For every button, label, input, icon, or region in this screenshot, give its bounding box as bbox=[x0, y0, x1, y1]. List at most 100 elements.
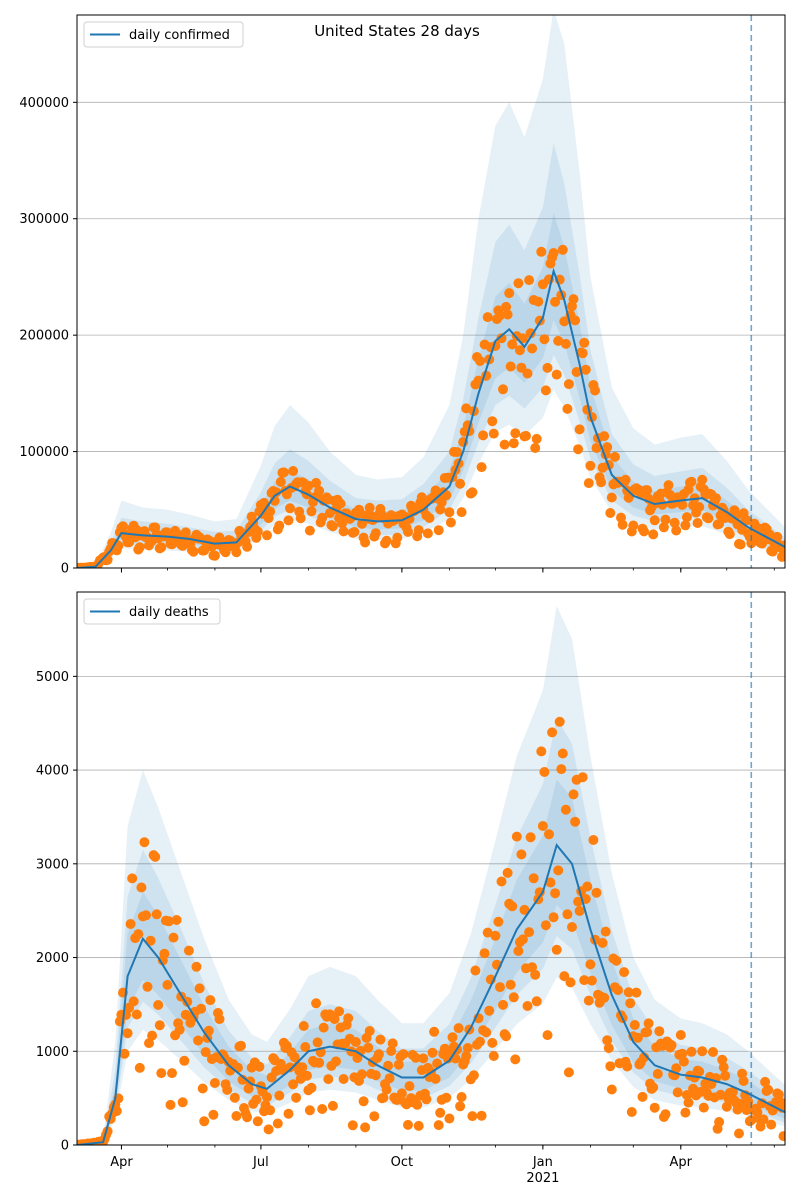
observed-point bbox=[717, 1054, 728, 1065]
observed-point bbox=[387, 1038, 398, 1049]
observed-point bbox=[314, 485, 325, 496]
observed-point bbox=[671, 525, 682, 536]
observed-point bbox=[727, 1086, 738, 1097]
observed-point bbox=[199, 545, 210, 556]
observed-point bbox=[531, 433, 542, 444]
observed-point bbox=[435, 1107, 446, 1118]
observed-point bbox=[580, 364, 591, 375]
legend[interactable]: daily deaths bbox=[83, 598, 221, 625]
observed-point bbox=[265, 506, 276, 517]
observed-point bbox=[436, 497, 447, 508]
observed-point bbox=[410, 1052, 421, 1063]
observed-point bbox=[718, 1062, 729, 1073]
observed-point bbox=[456, 507, 467, 518]
observed-point bbox=[350, 1037, 361, 1047]
observed-point bbox=[209, 550, 220, 561]
observed-point bbox=[631, 987, 642, 998]
observed-point bbox=[150, 851, 161, 862]
observed-point bbox=[495, 310, 505, 321]
observed-point bbox=[632, 1032, 643, 1043]
observed-point bbox=[311, 477, 322, 488]
observed-point bbox=[611, 955, 622, 966]
observed-point bbox=[573, 896, 584, 907]
observed-point bbox=[568, 294, 579, 305]
observed-point bbox=[536, 746, 547, 757]
observed-point bbox=[461, 403, 472, 414]
observed-point bbox=[502, 867, 513, 878]
observed-point bbox=[265, 1105, 276, 1116]
observed-point bbox=[327, 1100, 338, 1111]
observed-point bbox=[680, 1107, 691, 1118]
observed-point bbox=[778, 549, 785, 560]
observed-point bbox=[694, 502, 705, 512]
observed-point bbox=[364, 502, 375, 513]
legend-label: daily deaths bbox=[129, 605, 209, 620]
observed-point bbox=[760, 1076, 771, 1087]
observed-point bbox=[306, 506, 317, 517]
observed-point bbox=[583, 478, 594, 489]
observed-point bbox=[133, 929, 144, 940]
observed-point bbox=[692, 518, 703, 528]
observed-point bbox=[229, 1092, 240, 1103]
legend-label: daily confirmed bbox=[129, 28, 230, 43]
observed-point bbox=[570, 315, 581, 326]
observed-point bbox=[583, 995, 594, 1006]
observed-point bbox=[735, 539, 746, 550]
observed-point bbox=[403, 526, 413, 537]
legend[interactable]: daily confirmed bbox=[83, 21, 244, 48]
observed-point bbox=[560, 338, 571, 349]
observed-point bbox=[697, 474, 708, 485]
observed-point bbox=[648, 1082, 659, 1093]
observed-point bbox=[780, 1098, 785, 1109]
observed-point bbox=[681, 1090, 692, 1100]
observed-point bbox=[231, 1111, 242, 1121]
legend-box bbox=[83, 21, 244, 48]
observed-point bbox=[665, 489, 676, 500]
observed-point bbox=[482, 312, 493, 323]
observed-point bbox=[304, 525, 315, 536]
figure-title: United States 28 days bbox=[314, 22, 480, 40]
observed-point bbox=[686, 476, 697, 487]
observed-point bbox=[711, 493, 721, 504]
observed-point bbox=[165, 1099, 176, 1110]
observed-point bbox=[657, 499, 668, 510]
observed-point bbox=[329, 1014, 340, 1025]
observed-point bbox=[199, 1116, 210, 1127]
observed-point bbox=[357, 1069, 367, 1080]
observed-point bbox=[412, 1099, 423, 1110]
observed-point bbox=[444, 507, 455, 518]
observed-point bbox=[577, 348, 588, 359]
observed-point bbox=[242, 541, 253, 552]
observed-point bbox=[642, 485, 653, 496]
y-tick-label: 1000 bbox=[36, 1045, 69, 1060]
observed-point bbox=[433, 525, 444, 536]
observed-point bbox=[677, 499, 688, 510]
observed-point bbox=[507, 901, 518, 912]
observed-point bbox=[514, 345, 525, 356]
observed-point bbox=[577, 772, 588, 783]
observed-point bbox=[272, 1118, 283, 1129]
observed-point bbox=[118, 521, 128, 532]
observed-point bbox=[496, 333, 507, 344]
observed-point bbox=[510, 1054, 521, 1065]
observed-point bbox=[476, 1110, 487, 1121]
observed-point bbox=[142, 981, 153, 992]
observed-point bbox=[734, 1128, 744, 1139]
observed-point bbox=[660, 1109, 671, 1120]
observed-point bbox=[554, 716, 565, 727]
observed-point bbox=[484, 1005, 495, 1016]
observed-point bbox=[559, 971, 570, 982]
observed-point bbox=[222, 1084, 233, 1095]
observed-point bbox=[468, 1070, 479, 1081]
observed-point bbox=[507, 339, 518, 350]
observed-point bbox=[453, 1023, 464, 1034]
observed-point bbox=[553, 335, 564, 346]
observed-point bbox=[772, 531, 783, 542]
confirmed-panel: 0 100000 200000 300000 400000 daily confirmed bbox=[19, 14, 786, 577]
x-tick-sublabel: 2021 bbox=[526, 1171, 559, 1186]
observed-point bbox=[643, 1018, 654, 1029]
observed-point bbox=[168, 932, 179, 943]
observed-point bbox=[288, 1079, 299, 1090]
observed-point bbox=[628, 520, 639, 531]
observed-point bbox=[551, 369, 562, 380]
